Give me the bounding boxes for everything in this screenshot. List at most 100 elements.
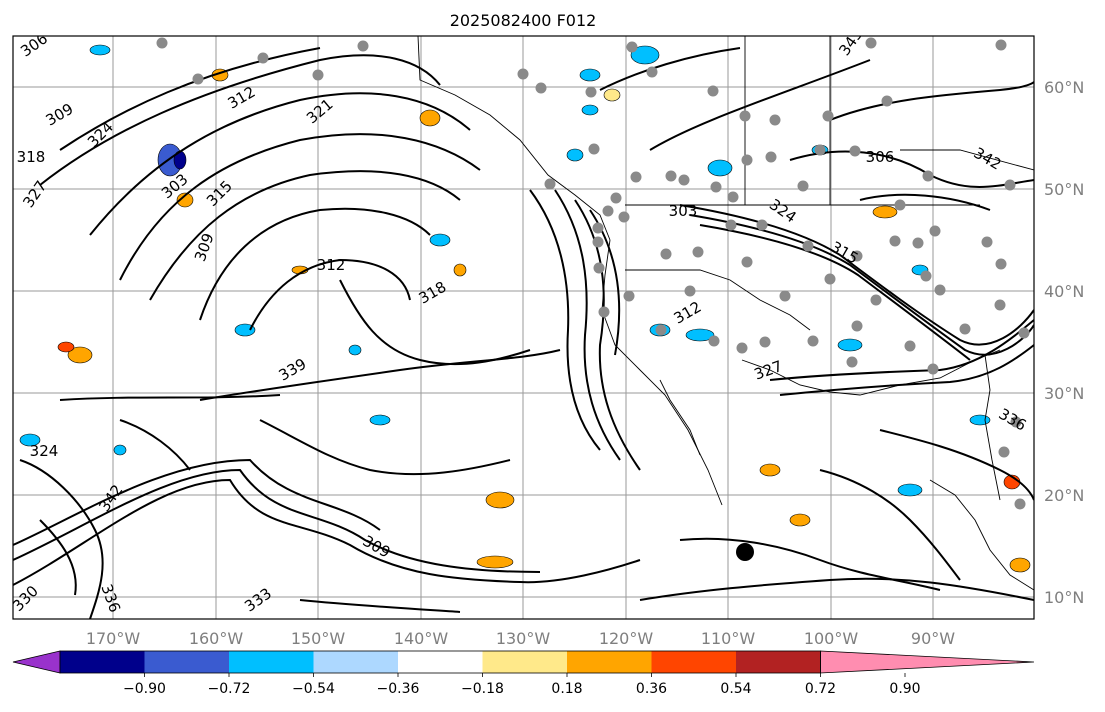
theta-contour: [679, 537, 941, 591]
station-dot: [889, 235, 901, 247]
station-dot: [959, 323, 971, 335]
colorbar-segment: [482, 651, 567, 673]
colorbar-tick-label: 0.18: [551, 681, 582, 697]
colorbar-extend-high: [820, 650, 1035, 674]
theta-contour: [199, 207, 431, 321]
station-dot: [739, 110, 751, 122]
coastline: [625, 269, 811, 331]
theta-contour: [149, 170, 461, 301]
station-dot: [865, 37, 877, 49]
theta-contour: [249, 258, 411, 331]
station-dot: [692, 246, 704, 258]
longitude-tick-label: 160°W: [189, 629, 244, 648]
station-dot: [585, 86, 597, 98]
theta-contour: [339, 279, 531, 366]
shaded-area: [113, 444, 127, 456]
colorbar-tick-label: −0.90: [123, 681, 166, 697]
coastline: [741, 349, 1001, 396]
station-dot: [678, 174, 690, 186]
theta-contour: [13, 478, 641, 586]
station-dot: [922, 170, 934, 182]
shaded-area: [453, 263, 467, 277]
station-dot: [592, 236, 604, 248]
shaded-area: [419, 109, 441, 127]
shaded-area: [969, 414, 991, 426]
station-dot: [517, 68, 529, 80]
shaded-area: [67, 346, 93, 364]
colorbar-tick-label: 0.54: [720, 681, 751, 697]
station-dot: [727, 191, 739, 203]
shaded-area: [579, 68, 601, 82]
station-dot: [824, 273, 836, 285]
shaded-area: [176, 192, 194, 208]
station-dot: [846, 356, 858, 368]
contour-label: 306: [866, 148, 895, 166]
station-dot: [665, 170, 677, 182]
shaded-area: [685, 328, 715, 342]
theta-contour: [119, 419, 191, 471]
station-dot: [630, 171, 642, 183]
station-dot: [756, 219, 768, 231]
colorbar-extend-low: [12, 650, 61, 674]
station-dot: [156, 37, 168, 49]
theta-contour: [529, 189, 601, 451]
shaded-area: [234, 323, 256, 337]
chart-title: 2025082400 F012: [450, 11, 597, 30]
theta-contour: [299, 599, 461, 613]
contour-label: 303: [669, 202, 698, 220]
theta-contour: [779, 344, 1034, 396]
shaded-area: [19, 433, 41, 447]
shaded-area: [348, 344, 362, 356]
shaded-area: [89, 44, 111, 56]
shaded-area: [872, 205, 898, 219]
station-dot: [660, 248, 672, 260]
station-dot: [684, 285, 696, 297]
station-dot: [598, 306, 610, 318]
station-dot: [912, 237, 924, 249]
station-dot: [1018, 327, 1030, 339]
station-dot: [626, 41, 638, 53]
station-dot: [807, 335, 819, 347]
longitude-tick-label: 90°W: [911, 629, 955, 648]
station-dot: [1014, 498, 1026, 510]
shaded-area: [476, 555, 514, 569]
colorbar-segment: [398, 651, 483, 673]
theta-contour: [13, 468, 541, 573]
station-dot: [544, 178, 556, 190]
theta-contour: [649, 59, 871, 151]
colorbar-segment: [144, 651, 229, 673]
shaded-area: [581, 104, 599, 116]
shaded-area: [566, 148, 584, 162]
station-dot: [802, 240, 814, 252]
theta-contour: [689, 214, 1034, 356]
coastline: [900, 149, 1034, 171]
station-dot: [257, 52, 269, 64]
coastline: [659, 379, 701, 456]
longitude-tick-label: 150°W: [291, 629, 346, 648]
station-dot: [995, 39, 1007, 51]
station-dot: [741, 154, 753, 166]
colorbar-tick-label: −0.18: [461, 681, 504, 697]
latitude-tick-label: 30°N: [1044, 384, 1084, 403]
station-dot: [994, 299, 1006, 311]
shaded-area: [837, 338, 863, 352]
shaded-area: [485, 491, 515, 509]
station-dot: [870, 294, 882, 306]
station-dot: [797, 180, 809, 192]
theta-contour: [859, 193, 991, 211]
theta-contour: [699, 224, 971, 361]
shaded-area: [759, 463, 781, 477]
longitude-tick-label: 110°W: [701, 629, 756, 648]
shaded-area: [429, 233, 451, 247]
theta-contour: [19, 459, 104, 619]
graticule: [13, 36, 1034, 619]
coastline: [984, 354, 1001, 501]
latitude-tick-label: 10°N: [1044, 588, 1084, 607]
longitude-tick-label: 140°W: [394, 629, 449, 648]
station-dot: [998, 446, 1010, 458]
station-dot: [769, 114, 781, 126]
station-dot: [646, 66, 658, 78]
station-dot: [759, 336, 771, 348]
colorbar-tick-label: 0.72: [805, 681, 836, 697]
theta-contour: [554, 189, 621, 461]
